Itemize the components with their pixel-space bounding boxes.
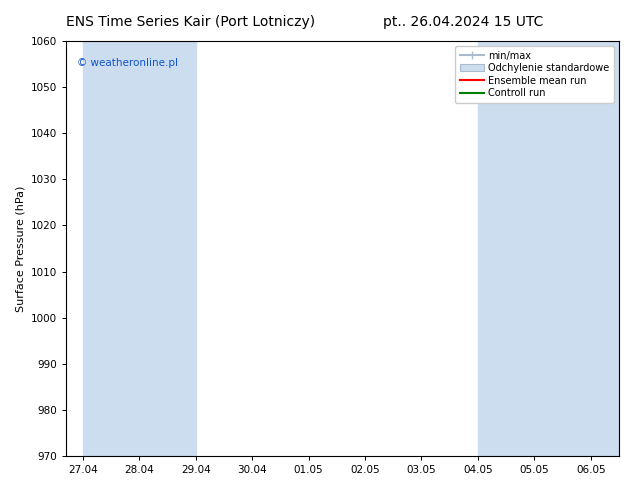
Bar [478, 41, 619, 456]
Text: © weatheronline.pl: © weatheronline.pl [77, 58, 178, 68]
Text: ENS Time Series Kair (Port Lotniczy): ENS Time Series Kair (Port Lotniczy) [66, 15, 314, 29]
Legend: min/max, Odchylenie standardowe, Ensemble mean run, Controll run: min/max, Odchylenie standardowe, Ensembl… [455, 46, 614, 103]
Y-axis label: Surface Pressure (hPa): Surface Pressure (hPa) [15, 185, 25, 312]
Text: pt.. 26.04.2024 15 UTC: pt.. 26.04.2024 15 UTC [383, 15, 543, 29]
Bar [83, 41, 196, 456]
